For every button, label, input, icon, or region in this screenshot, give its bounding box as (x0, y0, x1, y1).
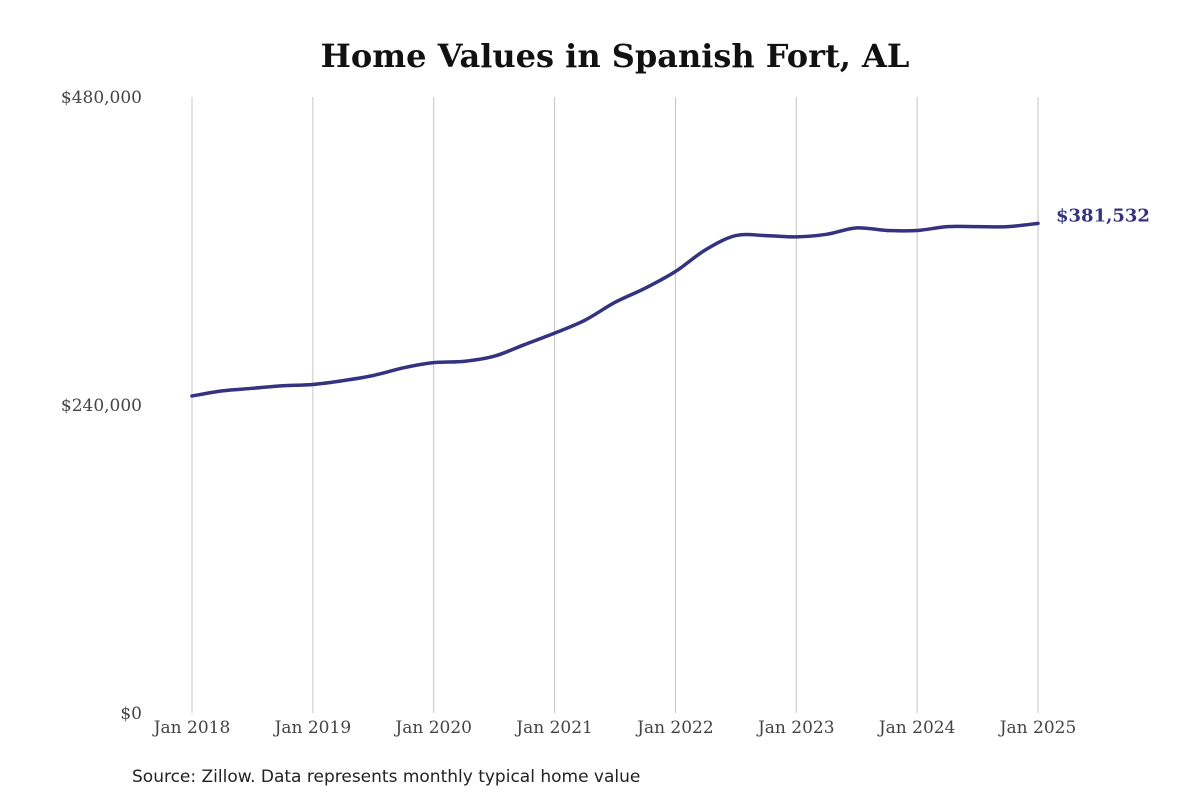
y-axis: $0 $240,000 $480,000 (61, 88, 142, 724)
x-tick-label: Jan 2024 (877, 718, 956, 738)
x-tick-label: Jan 2023 (756, 718, 835, 738)
gridlines (191, 97, 1039, 713)
series-line (190, 221, 1040, 398)
y-tick-label: $480,000 (61, 88, 142, 108)
source-note: Source: Zillow. Data represents monthly … (132, 767, 640, 787)
chart-title: Home Values in Spanish Fort, AL (321, 37, 910, 75)
x-tick-label: Jan 2021 (514, 718, 593, 738)
x-tick-label: Jan 2018 (152, 718, 231, 738)
x-tick-label: Jan 2020 (393, 718, 472, 738)
x-tick-label: Jan 2022 (635, 718, 714, 738)
x-tick-label: Jan 2025 (998, 718, 1077, 738)
end-value-label: $381,532 (1056, 205, 1150, 226)
x-axis: Jan 2018 Jan 2019 Jan 2020 Jan 2021 Jan 2022… (152, 718, 1077, 738)
y-tick-label: $0 (120, 704, 142, 724)
y-tick-label: $240,000 (61, 396, 142, 416)
x-tick-label: Jan 2019 (273, 718, 352, 738)
